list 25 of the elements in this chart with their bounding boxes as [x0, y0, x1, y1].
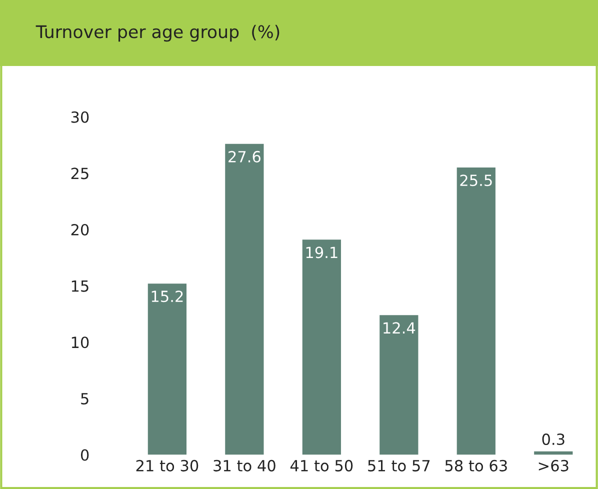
data-label: 15.2 — [152, 290, 183, 302]
y-tick-label: 10 — [72, 336, 89, 348]
data-label: 12.4 — [384, 322, 416, 334]
x-tick-label: >63 — [538, 460, 568, 472]
y-tick-label: 15 — [72, 280, 88, 292]
y-tick-label: 30 — [71, 111, 89, 123]
x-tick-label: 31 to 40 — [214, 460, 276, 472]
x-tick-label: 58 to 63 — [445, 460, 507, 472]
bar — [302, 240, 341, 455]
data-label: 19.1 — [306, 246, 338, 258]
data-label: 0.3 — [542, 433, 564, 446]
bar — [148, 284, 186, 455]
bar — [456, 168, 496, 455]
data-label: 25.5 — [460, 174, 492, 186]
y-tick-label: 5 — [81, 393, 88, 404]
x-tick-label: 51 to 57 — [368, 460, 430, 472]
y-tick-label: 20 — [71, 224, 89, 236]
bar — [225, 144, 264, 455]
data-label: 27.6 — [228, 150, 260, 162]
x-tick-label: 21 to 30 — [136, 460, 198, 472]
y-tick-label: 25 — [71, 168, 88, 180]
x-tick-label: 41 to 50 — [290, 460, 353, 472]
y-tick-label: 0 — [80, 449, 89, 461]
bar — [380, 315, 418, 455]
chart-title: Turnover per age group (%) — [36, 24, 280, 42]
